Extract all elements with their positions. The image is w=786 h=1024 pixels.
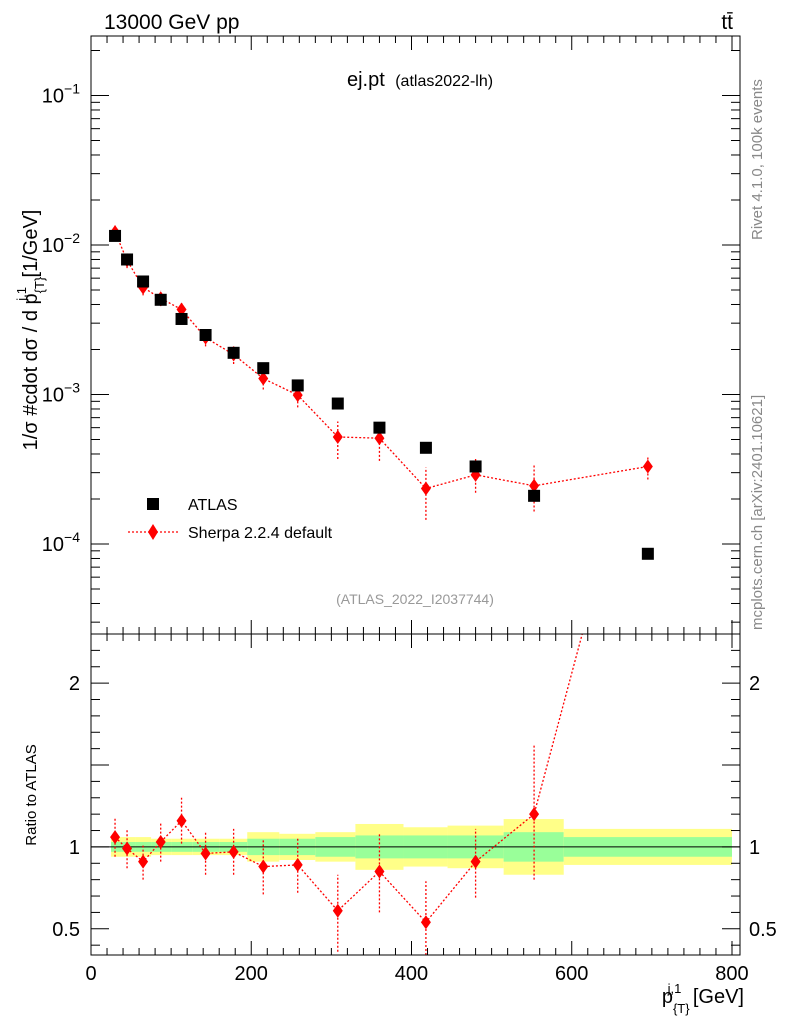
x-tick-label: 600	[555, 963, 588, 985]
main-data-point	[154, 293, 167, 306]
ratio-mc-point	[420, 915, 431, 930]
main-data-point	[137, 275, 150, 288]
main-data-series	[109, 229, 654, 560]
x-tick-label: 800	[715, 963, 748, 985]
main-data-point	[175, 312, 188, 325]
legend-label-atlas: ATLAS	[188, 497, 238, 514]
energy-label: 13000 GeV pp	[104, 11, 239, 34]
main-data-point	[373, 421, 386, 434]
process-label: tt̄	[721, 11, 733, 34]
axes-ticks: 0 200 400 600 800 10−1 10−2 10−3 10−4 0.5 0.5 1 1 2 2	[42, 36, 777, 985]
main-mc-point	[292, 388, 303, 403]
main-panel-frame	[90, 35, 741, 635]
main-y-axis-label: 1/σ #cdot dσ / d p{T}j,1 [1/GeV]	[14, 210, 47, 451]
ratio-mc-point	[176, 813, 187, 828]
main-mc-point	[332, 429, 343, 444]
ratio-mc-point	[110, 830, 121, 845]
plot-title: ej.pt	[347, 69, 385, 91]
ratio-mc-series	[110, 634, 583, 955]
main-data-point	[121, 253, 134, 266]
ratio-mc-point	[200, 846, 211, 861]
y-tick-label: 10−3	[42, 379, 80, 406]
legend-marker-atlas	[147, 498, 159, 510]
legend-label-sherpa: Sherpa 2.2.4 default	[188, 525, 333, 542]
ratio-y-tick-label-right: 1	[749, 837, 760, 859]
ratio-panel-frame	[90, 633, 741, 956]
ratio-mc-point	[529, 807, 540, 822]
x-tick-label: 200	[235, 963, 268, 985]
x-axis-label: p{T}j,1 [GeV]	[662, 981, 744, 1016]
main-data-point	[227, 346, 240, 359]
legend: ATLAS Sherpa 2.2.4 default	[128, 497, 333, 542]
ratio-y-tick-label-right: 0.5	[749, 919, 777, 941]
plot-title-group: ej.pt (atlas2022-lh)	[347, 69, 493, 91]
ratio-y-axis-label: Ratio to ATLAS	[23, 744, 40, 845]
ratio-mc-point	[332, 903, 343, 918]
main-data-point	[469, 460, 482, 473]
main-data-point	[528, 489, 541, 502]
main-mc-line	[114, 231, 648, 490]
y-tick-label: 10−1	[42, 80, 80, 107]
plot-subtitle: (atlas2022-lh)	[395, 73, 493, 90]
main-mc-point	[420, 481, 431, 496]
ratio-y-tick-label-left: 2	[69, 673, 80, 695]
y-tick-label: 10−2	[42, 230, 80, 257]
main-mc-point	[642, 459, 653, 474]
ratio-mc-point	[122, 841, 133, 856]
main-data-point	[109, 229, 122, 242]
ratio-mc-point	[228, 844, 239, 859]
ratio-mc-point	[258, 859, 269, 874]
rivet-version-label: Rivet 4.1.0, 100k events	[749, 79, 766, 240]
main-mc-series	[110, 225, 653, 520]
main-data-point	[291, 379, 304, 392]
ratio-mc-point	[470, 854, 481, 869]
ratio-mc-clipped	[110, 634, 583, 955]
ratio-y-tick-label-left: 1	[69, 837, 80, 859]
x-tick-label: 0	[85, 963, 96, 985]
main-data-point	[257, 362, 270, 375]
main-data-point	[641, 547, 654, 560]
main-mc-point	[258, 371, 269, 386]
main-mc-point	[374, 431, 385, 446]
main-mc-point	[529, 478, 540, 493]
source-label: mcplots.cern.ch [arXiv:2401.10621]	[749, 395, 766, 630]
main-data-point	[199, 329, 212, 341]
ratio-mc-point	[138, 854, 149, 869]
ratio-mc-point	[155, 834, 166, 849]
ratio-y-tick-label-left: 0.5	[52, 919, 80, 941]
legend-marker-sherpa	[148, 524, 158, 540]
x-tick-label: 400	[395, 963, 428, 985]
main-data-point	[331, 397, 344, 410]
ratio-mc-line	[114, 634, 583, 924]
ratio-mc-point	[292, 857, 303, 872]
ratio-mc-point	[374, 864, 385, 879]
analysis-watermark: (ATLAS_2022_I2037744)	[336, 591, 494, 607]
y-tick-label: 10−4	[42, 529, 80, 556]
main-data-point	[419, 441, 432, 454]
ratio-y-tick-label-right: 2	[749, 673, 760, 695]
